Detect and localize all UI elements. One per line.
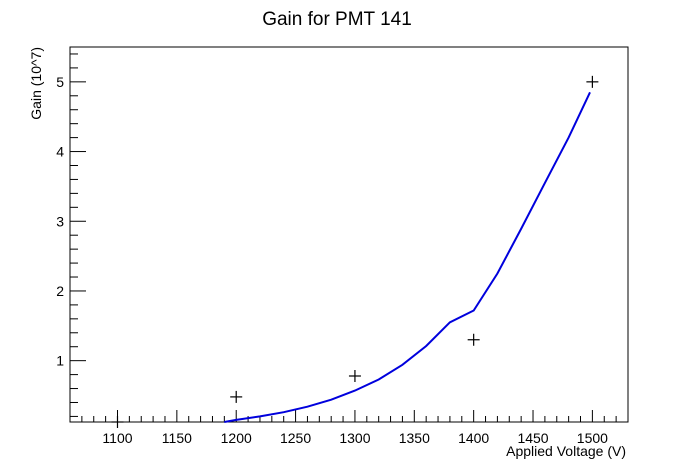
x-axis-label: Applied Voltage (V) — [506, 443, 626, 459]
data-point — [467, 333, 480, 346]
y-tick-label: 5 — [56, 74, 64, 90]
y-tick-label: 4 — [56, 144, 64, 160]
x-tick-label: 1400 — [458, 430, 489, 446]
series-layer — [111, 75, 599, 428]
x-tick-label: 1200 — [221, 430, 252, 446]
y-axis-ticks: 1 2 3 4 5 — [56, 53, 86, 417]
x-tick-label: 1350 — [399, 430, 430, 446]
x-tick-label: 1100 — [102, 430, 132, 446]
y-axis-label: Gain (10^7) — [28, 47, 44, 120]
fit-curve — [224, 91, 591, 423]
y-tick-label: 3 — [56, 213, 64, 229]
x-tick-label: 1250 — [280, 430, 311, 446]
x-tick-label: 1450 — [517, 430, 548, 446]
x-tick-label: 1300 — [339, 430, 370, 446]
x-tick-label: 1500 — [577, 430, 608, 446]
y-tick-label: 1 — [56, 353, 64, 369]
plot-frame — [69, 46, 629, 423]
data-point — [111, 416, 124, 428]
data-point — [348, 369, 361, 382]
data-point — [230, 390, 243, 403]
y-tick-label: 2 — [56, 283, 64, 299]
x-axis-ticks: 1100 1150 1200 1250 1300 1350 1400 1450 1500 — [69, 410, 629, 446]
data-point — [586, 75, 599, 88]
chart-title: Gain for PMT 141 — [262, 9, 412, 30]
x-tick-label: 1150 — [162, 430, 192, 446]
